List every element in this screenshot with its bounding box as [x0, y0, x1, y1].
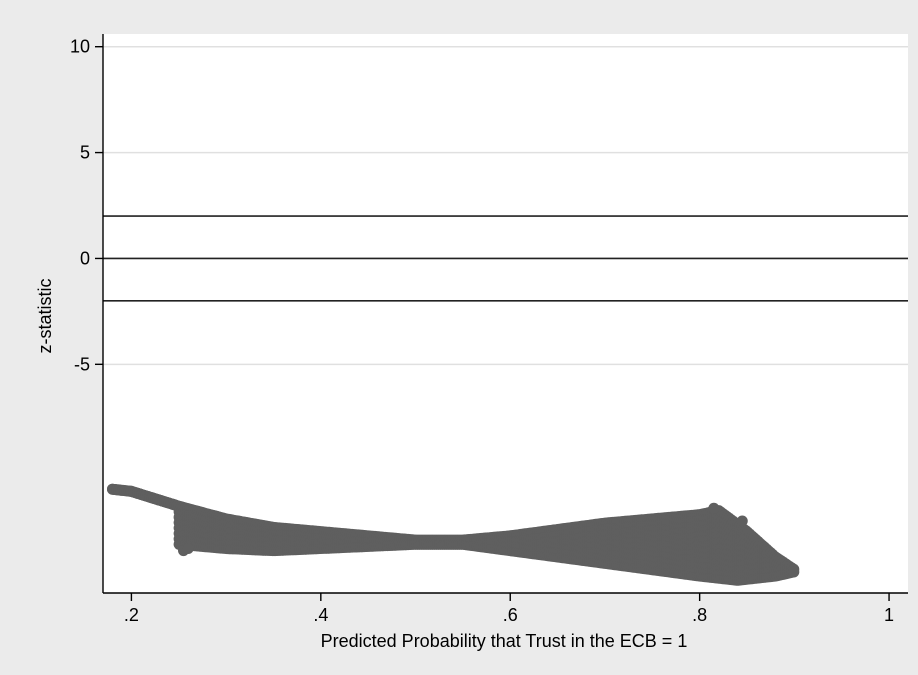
scatter-points [107, 483, 800, 586]
reference-lines [103, 215, 908, 302]
scatter-point [788, 566, 800, 578]
y-tick-label: 10 [70, 37, 90, 57]
axes [102, 34, 908, 594]
scatter-point [708, 502, 720, 514]
x-axis-ticks: .2 .4 .6 .8 1 [124, 593, 894, 625]
y-tick-label: 5 [80, 143, 90, 163]
y-axis-ticks: 10 5 0 -5 [70, 37, 103, 374]
x-tick-label: 1 [884, 605, 894, 625]
x-axis-label: Predicted Probability that Trust in the … [321, 631, 688, 651]
x-tick-label: .6 [503, 605, 518, 625]
x-tick-label: .8 [692, 605, 707, 625]
y-tick-label: -5 [74, 354, 90, 374]
y-axis-label: z-statistic [35, 278, 55, 353]
x-tick-label: .4 [313, 605, 328, 625]
scatter-point [736, 515, 748, 527]
x-tick-label: .2 [124, 605, 139, 625]
y-tick-label: 0 [80, 248, 90, 268]
scatter-point [182, 543, 194, 555]
plot-area [103, 34, 908, 593]
